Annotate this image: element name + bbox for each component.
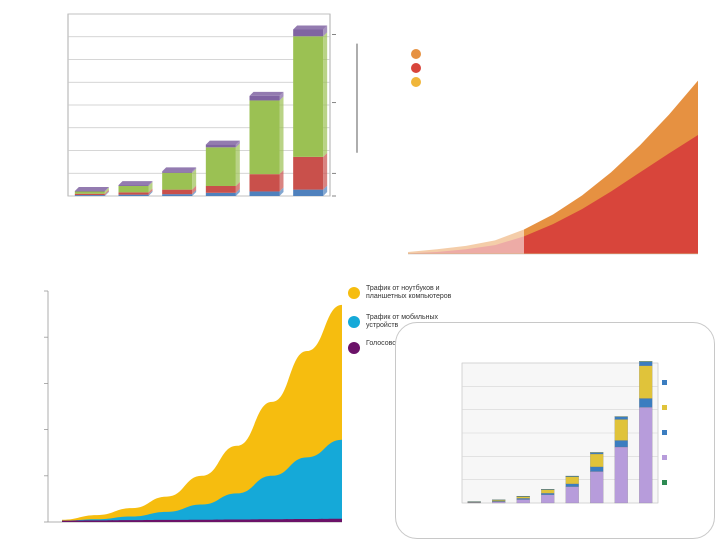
bar-segment [118, 194, 149, 196]
bar-segment [639, 398, 653, 408]
bar-side [192, 185, 197, 195]
bar-segment [162, 172, 193, 190]
bar-segment [565, 486, 579, 504]
bar-side [192, 167, 197, 173]
legend-swatch [662, 405, 667, 410]
legend-swatch [411, 77, 421, 87]
legend-swatch [662, 430, 667, 435]
bar-side [235, 188, 240, 196]
legend-swatch [662, 455, 667, 460]
bar-side [148, 188, 153, 195]
legend-swatch [662, 380, 667, 385]
bar-side [235, 181, 240, 193]
bar-segment [162, 194, 193, 196]
bar-side [279, 91, 284, 101]
chart-global-mobile-traffic [370, 0, 720, 280]
bar-segment [614, 419, 628, 441]
bar-segment [639, 361, 653, 362]
legend-swatch [411, 49, 421, 59]
bar-side [104, 191, 109, 196]
bar-segment [516, 498, 530, 500]
bar-segment [565, 483, 579, 487]
bar-side [192, 168, 197, 190]
bar-segment [205, 147, 236, 186]
bar-segment [249, 100, 280, 175]
bar-segment [293, 156, 324, 190]
bar-side [104, 186, 109, 192]
bar-side [279, 170, 284, 192]
chart-mobile-data-by-type [395, 322, 715, 539]
area-mobile-phones [408, 135, 698, 254]
bar-side [323, 152, 328, 190]
bar-segment [293, 29, 324, 37]
legend-swatch [348, 342, 360, 354]
bar-top [293, 25, 328, 30]
bar-segment [639, 361, 653, 366]
bar-segment [293, 36, 324, 157]
bar-side [192, 190, 197, 196]
area-voice [62, 518, 342, 522]
bar-segment [249, 95, 280, 101]
bar-segment [162, 171, 193, 173]
bar-side [148, 181, 153, 193]
bar-segment [249, 191, 280, 196]
bar-segment [541, 493, 555, 495]
area-mobile-devices [62, 439, 342, 522]
bar-segment [118, 192, 149, 195]
bar-segment [541, 489, 555, 494]
bar-segment [639, 407, 653, 504]
bar-top [205, 140, 240, 145]
bar-segment [516, 499, 530, 504]
bar-side [323, 185, 328, 196]
bar-segment [639, 365, 653, 399]
area-laptops-tablets [62, 304, 342, 522]
bar-segment [205, 144, 236, 148]
legend-swatch [662, 480, 667, 485]
bar-segment [74, 193, 105, 196]
bar-side [235, 140, 240, 148]
bar-segment [293, 189, 324, 196]
bar-top [162, 167, 197, 172]
bar-segment [249, 174, 280, 192]
bar-segment [74, 195, 105, 196]
bar-segment [590, 471, 604, 504]
bar-top [249, 91, 284, 96]
bar-segment [205, 185, 236, 193]
bar-side [323, 25, 328, 37]
legend-label: Трафик от ноутбуков и планшетных компьюте… [366, 284, 452, 300]
legend-label: Голосовой [366, 339, 400, 347]
bar-side [235, 143, 240, 186]
bar-side [279, 96, 284, 175]
bar-segment [590, 466, 604, 472]
bar-segment [74, 190, 105, 192]
bar-segment [614, 416, 628, 420]
bar-segment [118, 185, 149, 193]
legend-swatch [348, 287, 360, 299]
bar-segment [492, 501, 506, 504]
chart-petabytes-per-month: Трафик от ноутбуков и планшетных компьюте… [0, 275, 470, 540]
bar-side [148, 190, 153, 196]
bar-side [279, 187, 284, 196]
bar-side [104, 189, 109, 196]
legend-swatch [348, 316, 360, 328]
bar-segment [492, 501, 506, 502]
legend-swatch [411, 63, 421, 73]
bar-top [74, 186, 109, 191]
bar-segment [74, 191, 105, 194]
bar-side [323, 32, 328, 157]
legend-label: Трафик от мобильных устройств [366, 313, 438, 329]
bar-top [118, 181, 153, 186]
bar-segment [205, 192, 236, 196]
chart-tb-per-month [0, 0, 370, 235]
bar-side [104, 187, 109, 194]
bar-segment [565, 476, 579, 484]
bar-segment [541, 494, 555, 504]
bar-side [148, 181, 153, 186]
bar-segment [162, 189, 193, 195]
bar-segment [614, 440, 628, 448]
bar-segment [614, 446, 628, 504]
bar-segment [590, 453, 604, 467]
historic-overlay [408, 50, 524, 254]
bar-segment [118, 185, 149, 186]
